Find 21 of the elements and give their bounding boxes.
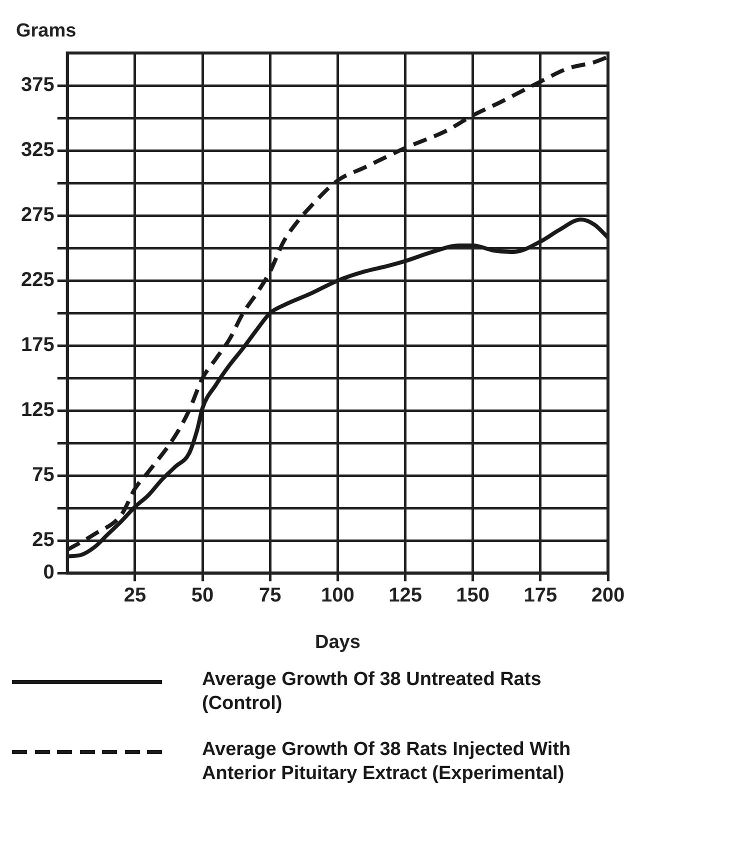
x-tick-label: 25 <box>124 584 146 607</box>
y-tick-label: 125 <box>20 399 54 422</box>
x-axis-title: Days <box>314 632 360 653</box>
legend-label: Average Growth Of 38 Rats Injected With Anterior Pituitary Extract (Experimental) <box>202 738 572 786</box>
legend-label: Average Growth Of 38 Untreated Rats (Control) <box>202 668 542 716</box>
y-tick-label: 175 <box>20 334 54 356</box>
y-tick-label: 325 <box>20 139 54 162</box>
y-tick-label: 25 <box>32 529 54 552</box>
x-tick-label: 50 <box>191 584 214 607</box>
y-tick-label: 0 <box>43 562 54 584</box>
y-tick-label: 225 <box>20 269 54 292</box>
x-tick-label: 150 <box>456 584 490 607</box>
y-tick-label: 375 <box>20 74 54 96</box>
y-tick-label: 75 <box>32 464 54 486</box>
y-axis-title: Grams <box>16 20 76 42</box>
x-tick-label: 125 <box>388 584 422 607</box>
x-tick-label: 200 <box>591 584 625 607</box>
x-tick-label: 75 <box>258 584 282 607</box>
y-tick-label: 275 <box>20 204 54 226</box>
x-tick-label: 175 <box>524 584 558 607</box>
x-tick-label: 100 <box>320 584 354 607</box>
